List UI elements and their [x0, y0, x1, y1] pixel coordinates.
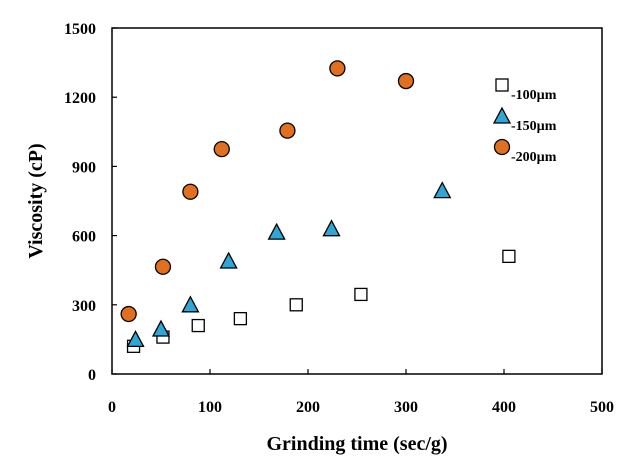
- data-point: [289, 298, 303, 312]
- data-point: [126, 330, 145, 348]
- y-tick-label: 600: [72, 229, 96, 246]
- data-point: [213, 140, 230, 158]
- data-point: [329, 60, 346, 77]
- plot-frame: [111, 27, 603, 375]
- legend-item: -150µm: [492, 106, 557, 134]
- x-tick-label: 100: [198, 399, 222, 416]
- data-point: [502, 249, 516, 264]
- data-point: [120, 305, 137, 323]
- data-point: [219, 251, 238, 269]
- legend-label: -100µm: [511, 88, 557, 103]
- data-point: [191, 318, 205, 333]
- data-point: [151, 319, 171, 337]
- series-2: [120, 60, 415, 323]
- y-tick-label: 1500: [64, 21, 96, 38]
- data-points: [120, 60, 516, 353]
- y-tick-label: 0: [88, 367, 96, 384]
- data-point: [433, 181, 452, 199]
- legend: -100µm -150µm -200µm: [492, 78, 557, 165]
- legend-label: -200µm: [511, 150, 557, 165]
- data-point: [233, 311, 248, 326]
- series-1: [126, 181, 452, 348]
- x-tick-label: 400: [492, 399, 516, 416]
- x-tick-label: 0: [108, 399, 116, 416]
- x-tick-label: 300: [394, 399, 418, 416]
- y-tick-label: 300: [72, 298, 96, 315]
- axis-ticks: 0 300 600 900 1200 1500 0 100 200 300 400 500: [64, 21, 614, 416]
- series-0: [126, 249, 516, 353]
- legend-marker: [493, 138, 511, 156]
- data-point: [181, 295, 200, 313]
- y-axis-title: Viscosity (cP): [25, 143, 47, 258]
- legend-label: -150µm: [511, 119, 557, 134]
- data-point: [322, 219, 341, 237]
- x-tick-label: 500: [590, 399, 614, 416]
- legend-item: -100µm: [495, 78, 557, 103]
- x-tick-label: 200: [296, 399, 320, 416]
- x-axis-title: Grinding time (sec/g): [266, 433, 447, 455]
- legend-item: -200µm: [493, 138, 557, 165]
- data-point: [279, 122, 296, 139]
- data-point: [267, 222, 286, 240]
- data-point: [354, 287, 368, 302]
- data-point: [182, 183, 199, 200]
- legend-marker: [492, 106, 512, 124]
- y-tick-label: 1200: [64, 90, 96, 107]
- y-tick-label: 900: [72, 159, 96, 176]
- data-point: [397, 72, 415, 90]
- legend-marker: [495, 78, 509, 92]
- data-point: [154, 258, 172, 275]
